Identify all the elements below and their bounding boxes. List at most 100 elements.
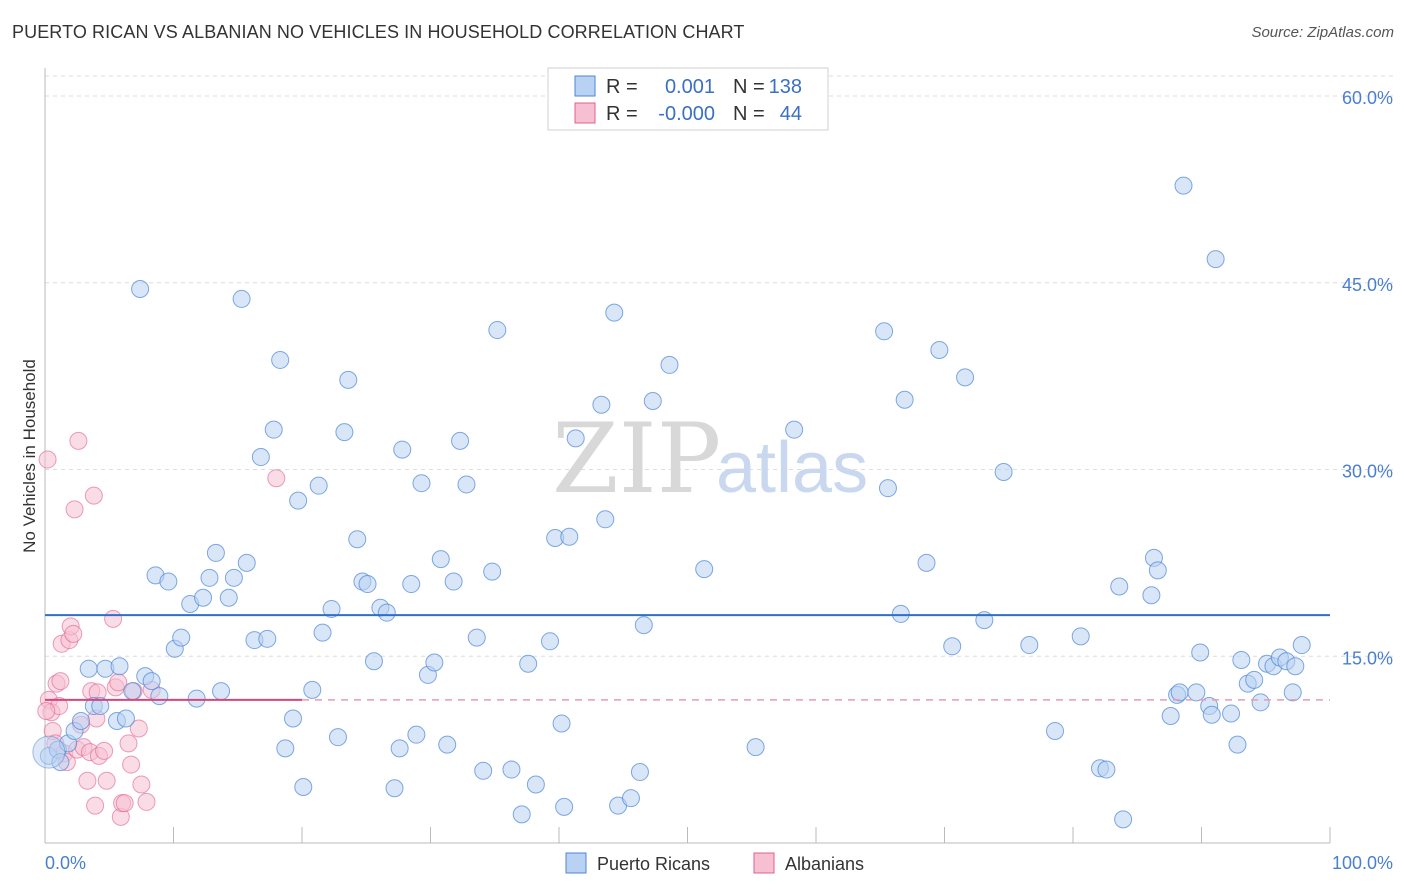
puerto-ricans-point — [1292, 636, 1311, 655]
puerto-ricans-point — [1283, 683, 1302, 702]
puerto-ricans-swatch — [574, 75, 596, 97]
puerto-ricans-point — [390, 739, 409, 758]
series-legend: Puerto Ricans Albanians — [565, 852, 864, 874]
puerto-ricans-point — [643, 392, 662, 411]
albanians-point — [137, 792, 156, 811]
puerto-ricans-point — [276, 739, 295, 758]
puerto-ricans-point — [377, 603, 396, 622]
puerto-ricans-point — [284, 709, 303, 728]
albanians-point — [69, 431, 88, 450]
puerto-ricans-point — [159, 572, 178, 591]
puerto-ricans-point — [194, 588, 213, 607]
puerto-ricans-point — [605, 303, 624, 322]
puerto-ricans-point — [1110, 577, 1129, 596]
puerto-ricans-point — [206, 543, 225, 562]
puerto-ricans-point — [258, 629, 277, 648]
puerto-ricans-point — [412, 474, 431, 493]
puerto-ricans-point — [131, 279, 150, 298]
puerto-ricans-point — [110, 657, 129, 676]
source-label: Source: ZipAtlas.com — [1251, 24, 1394, 41]
puerto-ricans-point — [358, 575, 377, 594]
watermark-zip: ZIP — [552, 403, 721, 515]
puerto-ricans-point — [474, 761, 493, 780]
puerto-ricans-point — [116, 709, 135, 728]
puerto-ricans-point — [483, 562, 502, 581]
puerto-ricans-point — [271, 350, 290, 369]
puerto-ricans-point — [322, 599, 341, 618]
puerto-ricans-point — [596, 510, 615, 529]
puerto-ricans-point — [621, 789, 640, 808]
puerto-ricans-cluster-point — [32, 735, 66, 769]
puerto-ricans-point — [1170, 683, 1189, 702]
puerto-ricans-point — [488, 321, 507, 340]
puerto-ricans-point — [502, 760, 521, 779]
puerto-ricans-point — [1148, 561, 1167, 580]
legend-n-value-1: 138 — [769, 76, 802, 98]
puerto-ricans-point — [79, 659, 98, 678]
puerto-ricans-point — [1187, 683, 1206, 702]
puerto-ricans-point — [309, 476, 328, 495]
puerto-ricans-point — [634, 616, 653, 635]
puerto-ricans-point — [566, 429, 585, 448]
albanians-point — [95, 741, 114, 760]
puerto-ricans-point — [895, 390, 914, 409]
puerto-ricans-point — [592, 395, 611, 414]
page-title: PUERTO RICAN VS ALBANIAN NO VEHICLES IN … — [12, 22, 745, 42]
stats-legend: R = 0.001 N = 138 R = -0.000 N = 44 — [547, 67, 829, 131]
albanians-point — [38, 450, 57, 469]
puerto-ricans-point — [1046, 721, 1065, 740]
puerto-ricans-point — [956, 368, 975, 387]
puerto-ricans-point — [438, 735, 457, 754]
puerto-ricans-point — [1228, 735, 1247, 754]
puerto-ricans-point — [875, 322, 894, 341]
puerto-ricans-point — [878, 479, 897, 498]
puerto-ricans-point — [264, 420, 283, 439]
y-tick-label: 45.0% — [1342, 275, 1393, 295]
albanians-point — [122, 755, 141, 774]
puerto-ricans-point — [219, 588, 238, 607]
puerto-ricans-point — [1202, 705, 1221, 724]
puerto-ricans-point — [1222, 704, 1241, 723]
puerto-ricans-point — [289, 491, 308, 510]
puerto-ricans-point — [930, 340, 949, 359]
puerto-ricans-point — [313, 623, 332, 642]
albanians-swatch — [574, 102, 596, 124]
y-tick-labels: 15.0% 30.0% 45.0% 60.0% — [1342, 88, 1393, 668]
puerto-ricans-point — [785, 420, 804, 439]
albanians-point — [132, 775, 151, 794]
legend-n-label-1: N = — [733, 76, 765, 98]
puerto-ricans-point — [251, 448, 270, 467]
y-tick-label: 15.0% — [1342, 648, 1393, 668]
puerto-ricans-point — [1251, 693, 1270, 712]
puerto-ricans-point — [1174, 176, 1193, 195]
puerto-ricans-point — [1191, 643, 1210, 662]
albanians-point — [104, 609, 123, 628]
x-tick-label-max: 100.0% — [1332, 853, 1393, 873]
puerto-ricans-point — [237, 553, 256, 572]
albanians-point — [64, 624, 83, 643]
puerto-ricans-point — [451, 431, 470, 450]
puerto-ricans-point — [994, 462, 1013, 481]
puerto-ricans-point — [339, 370, 358, 389]
puerto-ricans-point — [943, 637, 962, 656]
legend-label-albanians: Albanians — [785, 854, 864, 874]
legend-swatch-puerto-ricans — [565, 852, 587, 874]
puerto-ricans-point — [467, 628, 486, 647]
puerto-ricans-point — [224, 568, 243, 587]
puerto-ricans-point — [142, 672, 161, 691]
albanians-points — [37, 431, 286, 826]
puerto-ricans-point — [746, 738, 765, 757]
trend-lines — [45, 614, 1330, 701]
legend-n-label-2: N = — [733, 103, 765, 125]
puerto-ricans-point — [431, 550, 450, 569]
albanians-point — [78, 771, 97, 790]
puerto-ricans-point — [335, 423, 354, 442]
puerto-ricans-point — [1020, 636, 1039, 655]
legend-r-value-1: 0.001 — [665, 76, 715, 98]
puerto-ricans-point — [1071, 627, 1090, 646]
y-tick-label: 30.0% — [1342, 462, 1393, 482]
puerto-ricans-point — [457, 475, 476, 494]
puerto-ricans-point — [348, 530, 367, 549]
puerto-ricans-point — [364, 652, 383, 671]
puerto-ricans-point — [212, 682, 231, 701]
